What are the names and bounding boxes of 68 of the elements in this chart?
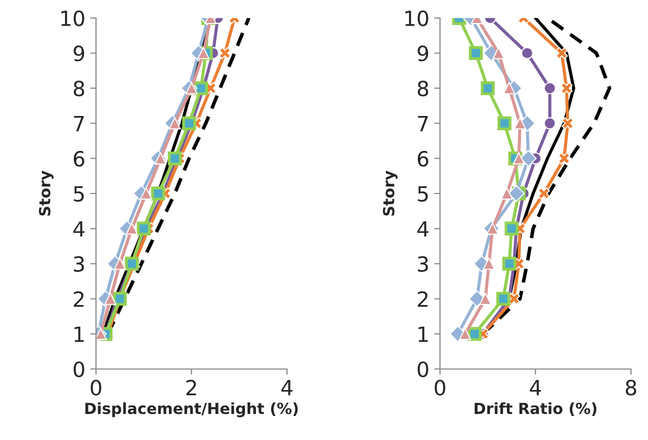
point [503,82,516,94]
y-axis-title: Story [38,170,54,216]
y-tick-label: 7 [74,116,84,132]
point [556,47,568,60]
point [218,47,231,60]
y-tick-label: 6 [74,150,84,167]
point [514,117,526,130]
y-tick-label: 10 [61,10,84,26]
y-tick-label: 1 [418,326,428,342]
point [558,152,570,164]
point [486,222,499,235]
point [114,258,126,270]
point [468,326,482,341]
y-tick-label: 5 [74,186,84,202]
point [560,82,573,94]
point [502,256,516,271]
point [544,117,556,130]
x-tick-label: 0 [90,380,102,396]
point [480,81,495,96]
y-tick-label: 0 [74,361,84,378]
point [168,151,182,166]
point [498,116,512,130]
x-axis-title: Drift Ratio (%) [474,402,596,416]
point [154,152,167,164]
y-axis-title: Story [382,170,398,216]
point [468,46,483,60]
point [520,150,537,167]
y-tick-label: 6 [418,150,428,167]
x-tick-label: 4 [530,380,541,396]
point [492,47,505,60]
x-tick-label: 8 [626,380,636,396]
point [151,186,166,200]
y-tick-label: 5 [418,186,428,202]
y-tick-label: 9 [418,46,428,62]
y-tick-label: 10 [405,10,428,26]
y-tick-label: 2 [74,291,84,307]
point [136,222,151,236]
point [521,47,534,60]
point [500,187,513,200]
y-tick-label: 3 [74,256,84,272]
x-axis-title: Displacement/Height (%) [85,402,298,418]
point [479,292,492,305]
point [504,222,519,236]
x-tick-label: 2 [186,380,196,396]
point [544,82,556,94]
point [458,328,472,340]
point [96,328,107,340]
point [538,187,550,200]
point [482,258,496,270]
y-tick-label: 3 [418,256,428,272]
y-tick-label: 4 [417,221,428,237]
x-tick-label: 0 [434,380,446,396]
point [508,185,525,202]
point [126,222,138,235]
y-tick-label: 7 [418,116,428,132]
y-tick-label: 1 [74,326,84,342]
point [562,117,574,130]
y-tick-label: 9 [74,46,84,62]
point [140,187,152,200]
point [512,152,525,164]
point [182,116,196,130]
y-tick-label: 4 [73,221,84,237]
y-tick-label: 8 [74,80,84,96]
point [496,292,510,306]
y-tick-label: 2 [418,291,428,307]
x-tick-label: 4 [281,380,292,396]
y-tick-label: 8 [418,80,428,96]
y-tick-label: 0 [418,361,428,378]
